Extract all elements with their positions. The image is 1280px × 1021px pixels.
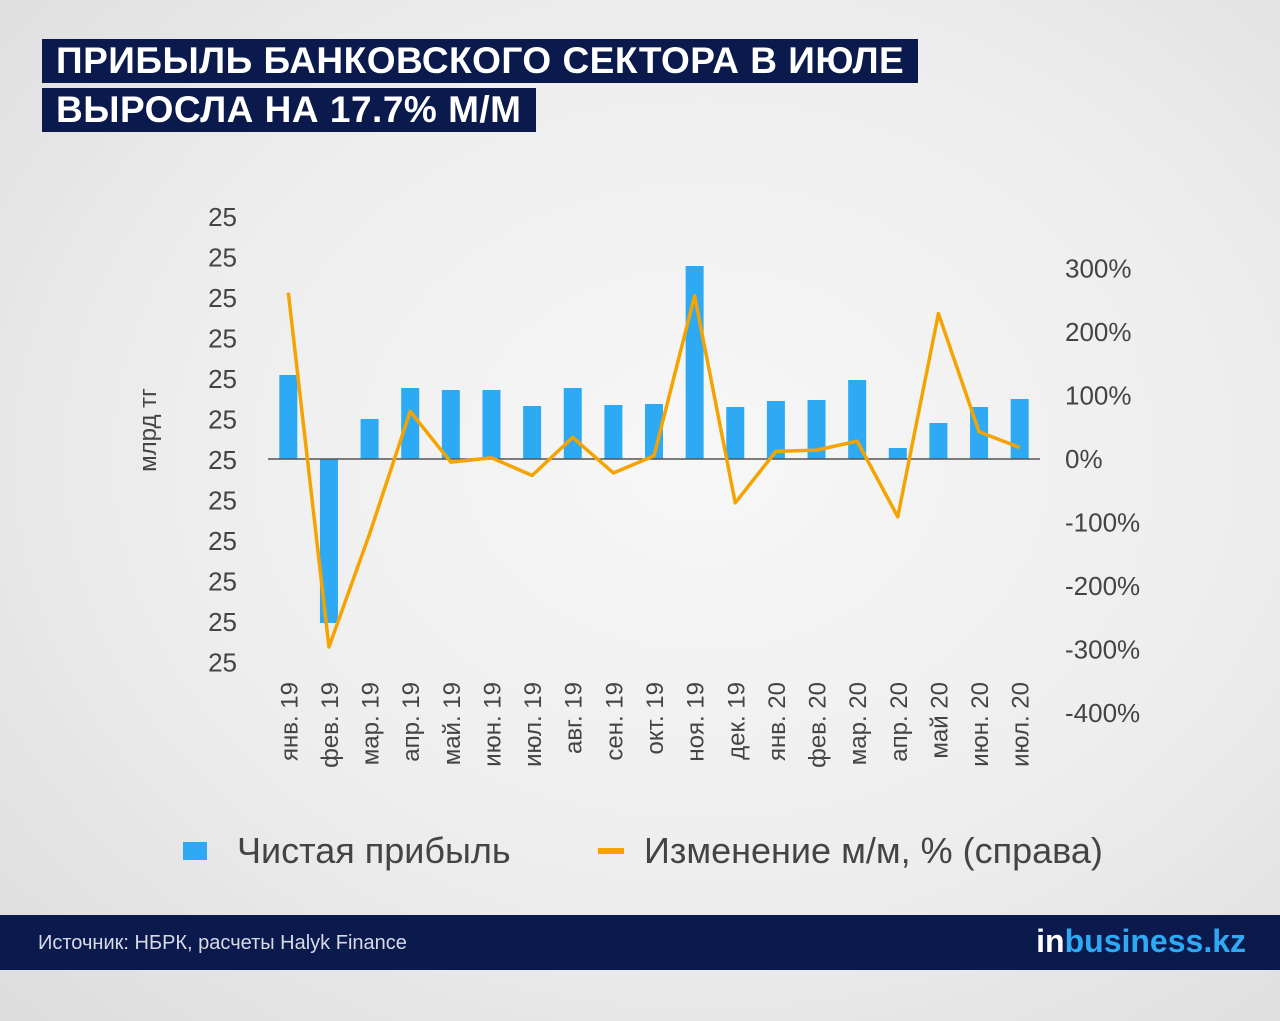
y-left-tick-label: 25 — [208, 243, 237, 273]
mom-change-line — [286, 292, 1021, 649]
bar-16 — [929, 423, 948, 459]
legend-label-net-profit: Чистая прибыль — [237, 830, 511, 871]
x-tick-label: фев. 20 — [805, 682, 832, 768]
brand-logo[interactable]: in business.kz — [1036, 923, 1246, 960]
y-left-tick-label: 25 — [208, 202, 237, 232]
bar-4 — [441, 390, 460, 459]
bar-14 — [848, 380, 867, 459]
legend-bar-swatch — [183, 842, 207, 860]
y-left-tick-label: 25 — [208, 283, 237, 313]
legend-line-swatch — [598, 848, 624, 854]
y-left-tick-label: 25 — [208, 648, 237, 678]
legend-item-mom-change: Изменение м/м, % (справа) — [598, 826, 1103, 876]
bar-12 — [766, 401, 785, 459]
footer-bar: Источник: НБРК, расчеты Halyk Finance in… — [0, 915, 1280, 970]
bar-11 — [726, 407, 745, 459]
x-tick-label: апр. 19 — [398, 682, 425, 762]
x-tick-label: авг. 19 — [561, 682, 588, 754]
bar-15 — [888, 448, 907, 459]
x-tick-label: янв. 19 — [276, 682, 303, 761]
bar-13 — [807, 400, 826, 459]
chart-title-line-2: ВЫРОСЛА НА 17.7% М/М — [42, 88, 536, 132]
bar-5 — [482, 390, 501, 459]
y-left-tick-label: 25 — [208, 364, 237, 394]
bar-1 — [319, 459, 338, 623]
y-left-tick-label: 25 — [208, 567, 237, 597]
x-tick-label: мар. 20 — [845, 682, 872, 765]
x-tick-label: июн. 19 — [479, 682, 506, 767]
combo-chart: 25 25 25 25 25 25 25 25 25 25 25 25 300% 200% 100% 0% -1… — [135, 202, 1140, 768]
y-right-tick-label: -300% — [1065, 635, 1140, 665]
bar-18 — [1010, 399, 1029, 459]
bar-3 — [401, 388, 420, 459]
x-tick-label: апр. 20 — [886, 682, 913, 762]
x-tick-label: май 20 — [926, 682, 953, 759]
y-left-tick-label: 25 — [208, 445, 237, 475]
y-right-tick-label: 300% — [1065, 254, 1132, 284]
brand-logo-in: in — [1036, 923, 1065, 959]
x-tick-label: фев. 19 — [317, 682, 344, 768]
x-tick-label: сен. 19 — [601, 682, 628, 761]
bar-2 — [360, 419, 379, 459]
x-tick-label: окт. 19 — [642, 682, 669, 754]
y-left-tick-label: 25 — [208, 324, 237, 354]
x-tick-label: май. 19 — [439, 682, 466, 765]
x-tick-label: дек. 19 — [723, 682, 750, 760]
x-tick-label: июн. 20 — [967, 682, 994, 767]
y-axis-title: млрд тг — [135, 388, 162, 472]
bar-7 — [563, 388, 582, 459]
bar-0 — [279, 375, 298, 459]
y-right-tick-label: -200% — [1065, 571, 1140, 601]
y-left-tick-label: 25 — [208, 405, 237, 435]
y-right-tick-label: 200% — [1065, 317, 1132, 347]
x-tick-label: июл. 20 — [1008, 682, 1035, 767]
x-tick-label: июл. 19 — [520, 682, 547, 767]
y-right-tick-label: -400% — [1065, 698, 1140, 728]
source-note: Источник: НБРК, расчеты Halyk Finance — [38, 932, 407, 954]
bar-9 — [645, 404, 663, 459]
bar-6 — [523, 406, 542, 459]
legend-label-mom-change: Изменение м/м, % (справа) — [644, 830, 1103, 871]
legend-item-net-profit: Чистая прибыль — [183, 826, 511, 876]
y-left-tick-label: 25 — [208, 486, 237, 516]
y-left-tick-label: 25 — [208, 526, 237, 556]
y-right-tick-label: 0% — [1065, 444, 1103, 474]
x-tick-label: янв. 20 — [764, 682, 791, 761]
chart-title-line-1: ПРИБЫЛЬ БАНКОВСКОГО СЕКТОРА В ИЮЛЕ — [42, 39, 919, 83]
x-tick-label: ноя. 19 — [683, 682, 710, 762]
y-right-tick-label: 100% — [1065, 381, 1132, 411]
y-right-tick-label: -100% — [1065, 508, 1140, 538]
y-left-tick-label: 25 — [208, 607, 237, 637]
bar-8 — [604, 405, 623, 459]
x-tick-label: мар. 19 — [358, 682, 385, 765]
brand-logo-rest: business.kz — [1064, 923, 1246, 959]
